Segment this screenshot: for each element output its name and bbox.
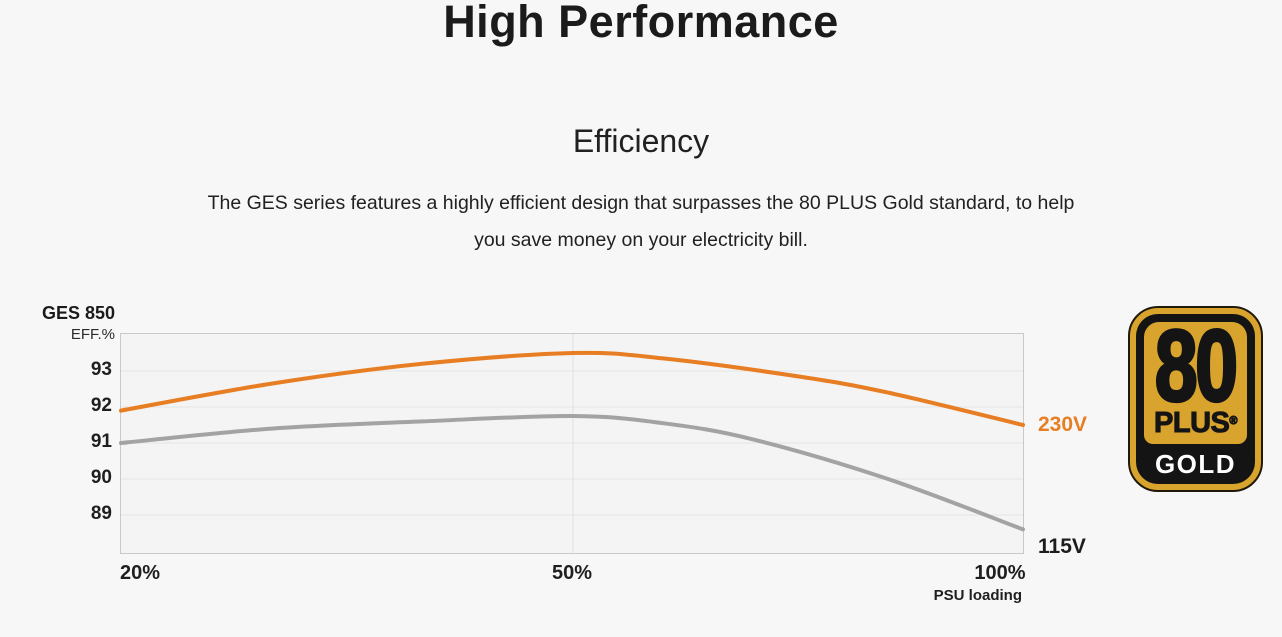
section-description-line1: The GES series features a highly efficie…: [207, 192, 1075, 214]
badge-plus-label: PLUS®: [1154, 407, 1238, 439]
y-tick-label: 93: [90, 359, 112, 380]
chart-y-axis-label: EFF.%: [70, 326, 115, 343]
chart-plot-area: [119, 333, 1025, 554]
y-tick-label: 91: [90, 431, 112, 452]
x-tick-label: 100%: [974, 562, 1026, 584]
series-label-115v: 115V: [1038, 535, 1086, 559]
badge-gold-panel: 80 PLUS®: [1144, 314, 1247, 444]
x-tick-label: 50%: [551, 562, 593, 584]
chart-x-axis-label: PSU loading: [933, 587, 1022, 604]
chart-x-ticks: 20% 50% 100%: [119, 562, 1026, 586]
chart-canvas: [119, 334, 1025, 553]
y-tick-label: 90: [90, 467, 112, 488]
section-heading: Efficiency: [572, 123, 710, 159]
section-description-line2: you save money on your electricity bill.: [474, 229, 808, 251]
badge-black-frame: 80 PLUS® GOLD: [1136, 314, 1255, 484]
x-tick-label: 20%: [119, 562, 161, 584]
80-plus-gold-badge: 80 PLUS® GOLD: [1128, 306, 1263, 492]
y-tick-label: 92: [90, 395, 112, 416]
badge-number: 80: [1154, 314, 1240, 423]
page-title: High Performance: [443, 0, 839, 47]
curve-230v: [119, 350, 1025, 427]
chart-y-ticks: 93 92 91 90 89: [0, 333, 112, 552]
section-description: The GES series features a highly efficie…: [0, 185, 1282, 259]
curve-115v: [119, 413, 1025, 532]
badge-tier-label: GOLD: [1154, 448, 1237, 479]
chart-gridlines: [121, 334, 1023, 553]
chart-title: GES 850: [41, 303, 115, 323]
y-tick-label: 89: [90, 503, 112, 524]
registered-mark-icon: ®: [1229, 415, 1238, 428]
series-label-230v: 230V: [1038, 413, 1088, 436]
